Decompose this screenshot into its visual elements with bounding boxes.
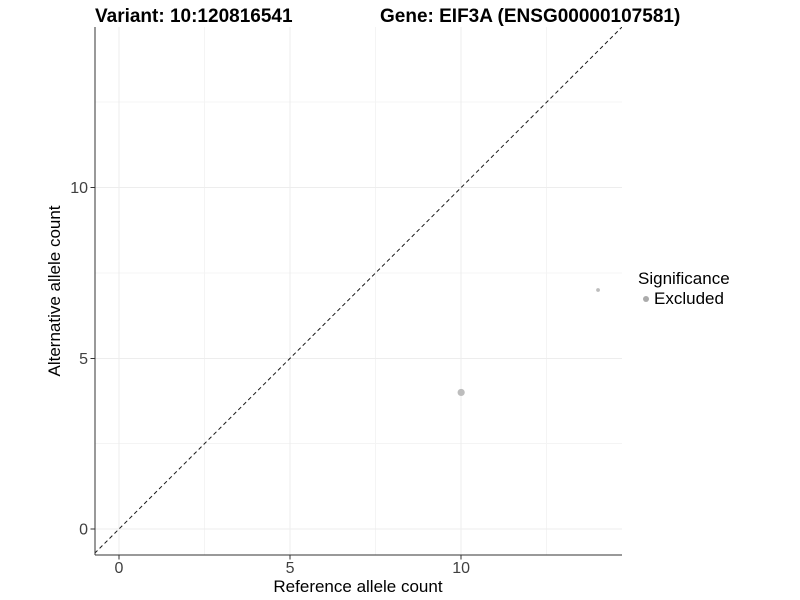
data-points [457,288,600,397]
x-tick-label: 0 [115,560,124,577]
legend-item-label: Excluded [654,289,724,308]
plot-title-variant: Variant: 10:120816541 [95,6,293,27]
axis-ticks [90,187,462,560]
x-axis-title: Reference allele count [273,577,442,596]
y-tick-label: 10 [70,180,88,197]
x-tick-label: 10 [452,560,470,577]
legend: Significance Excluded [638,269,730,308]
y-tick-label: 5 [79,351,88,368]
legend-item-excluded: Excluded [638,289,730,308]
y-axis-title: Alternative allele count [45,205,64,376]
plot-title-gene: Gene: EIF3A (ENSG00000107581) [380,6,681,27]
y-tick-label: 0 [79,522,88,539]
legend-title: Significance [638,269,730,288]
axis-lines [94,27,622,556]
major-gridlines [95,27,622,555]
data-point [596,288,600,292]
tick-labels: 0 5 10 0 5 10 [70,180,470,577]
data-point [457,388,465,397]
minor-gridlines [95,27,622,555]
identity-line [95,27,622,554]
legend-point-icon [643,295,649,302]
x-tick-label: 5 [286,560,295,577]
identity-line-group [95,27,622,554]
